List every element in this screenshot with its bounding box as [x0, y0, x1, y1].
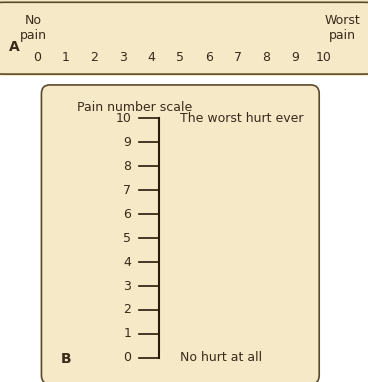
Text: Worst
pain: Worst pain — [324, 14, 360, 42]
Text: 9: 9 — [123, 136, 131, 149]
FancyBboxPatch shape — [42, 85, 319, 382]
Text: 3: 3 — [119, 51, 127, 64]
Text: The worst hurt ever: The worst hurt ever — [180, 112, 304, 125]
Text: 4: 4 — [123, 256, 131, 269]
Text: 0: 0 — [123, 351, 131, 364]
Text: 1: 1 — [123, 327, 131, 340]
FancyBboxPatch shape — [0, 2, 368, 74]
Text: 10: 10 — [116, 112, 131, 125]
Text: 6: 6 — [123, 208, 131, 221]
Text: 5: 5 — [123, 231, 131, 244]
Text: 10: 10 — [316, 51, 332, 64]
Text: 1: 1 — [61, 51, 70, 64]
Text: 7: 7 — [234, 51, 242, 64]
Text: 9: 9 — [291, 51, 299, 64]
Text: 2: 2 — [123, 303, 131, 316]
Text: 6: 6 — [205, 51, 213, 64]
Text: No hurt at all: No hurt at all — [180, 351, 262, 364]
Text: 8: 8 — [262, 51, 270, 64]
Text: 8: 8 — [123, 160, 131, 173]
Text: 7: 7 — [123, 184, 131, 197]
Text: A: A — [9, 40, 20, 54]
Text: No
pain: No pain — [20, 14, 47, 42]
Text: 2: 2 — [90, 51, 98, 64]
Text: 5: 5 — [176, 51, 184, 64]
Text: B: B — [60, 352, 71, 366]
Text: 4: 4 — [148, 51, 156, 64]
Text: Pain number scale: Pain number scale — [77, 101, 192, 114]
Text: 0: 0 — [33, 51, 41, 64]
Text: 3: 3 — [123, 280, 131, 293]
